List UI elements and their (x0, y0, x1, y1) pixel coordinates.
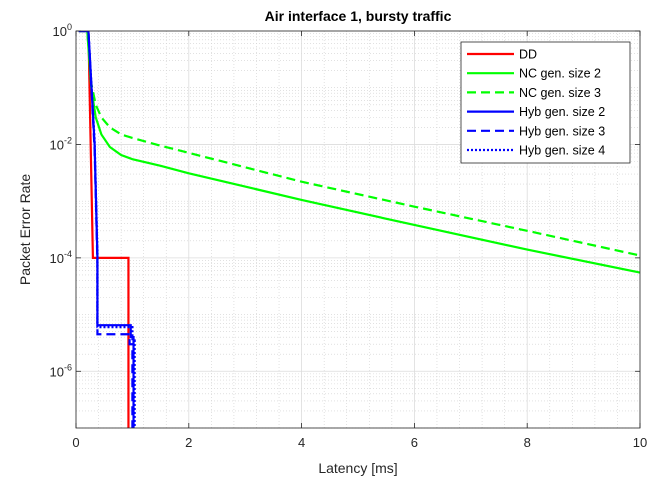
plot-series (78, 31, 640, 428)
series-line-1 (78, 31, 130, 428)
axis-ticks (75, 30, 641, 428)
legend-label-2: NC gen. size 2 (519, 67, 601, 81)
x-tick-label: 0 (72, 435, 79, 450)
legend-label-1: DD (519, 48, 537, 62)
legend-box (460, 41, 631, 164)
x-tick-label: 10 (633, 435, 647, 450)
y-tick-label: 10-2 (50, 135, 72, 152)
y-tick-label: 10-6 (50, 362, 72, 379)
x-axis-label: Latency [ms] (318, 460, 397, 476)
x-tick-labels: 0 2 4 6 8 10 (72, 435, 647, 450)
x-tick-label: 4 (298, 435, 305, 450)
series-line-6 (78, 31, 136, 428)
y-tick-label: 10-4 (50, 249, 72, 266)
x-tick-label: 2 (185, 435, 192, 450)
legend-label-5: Hyb gen. size 3 (519, 124, 605, 138)
plot-frame (75, 30, 641, 429)
y-tick-labels: 10-6 10-4 10-2 100 (50, 22, 72, 379)
x-tick-label: 6 (411, 435, 418, 450)
chart-title: Air interface 1, bursty traffic (265, 8, 452, 24)
x-tick-label: 8 (524, 435, 531, 450)
legend-label-6: Hyb gen. size 4 (519, 144, 605, 158)
y-tick-label: 100 (53, 22, 72, 39)
legend-label-4: Hyb gen. size 2 (519, 105, 605, 119)
legend: DD NC gen. size 2 NC gen. size 3 Hyb gen. s… (460, 41, 631, 164)
y-axis-label: Packet Error Rate (17, 174, 33, 285)
legend-label-3: NC gen. size 3 (519, 86, 601, 100)
grid (75, 30, 641, 429)
